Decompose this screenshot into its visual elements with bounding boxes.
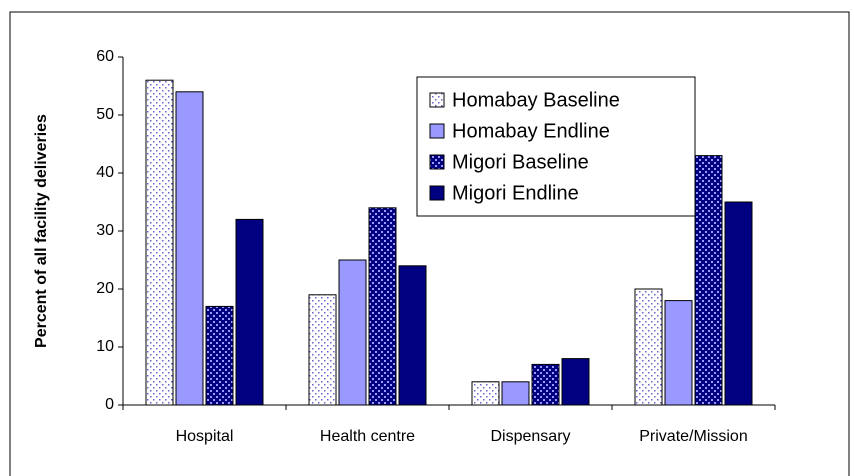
bar [145, 79, 174, 406]
x-tick-label: Health centre [320, 428, 415, 445]
y-tick-label: 60 [96, 48, 114, 65]
bar [724, 201, 753, 406]
legend-label: Homabay Baseline [452, 89, 620, 111]
y-tick-label: 50 [96, 106, 114, 123]
y-tick-label: 0 [105, 396, 114, 413]
legend-box [416, 76, 696, 217]
y-tick-label: 10 [96, 338, 114, 355]
legend-swatch [429, 185, 445, 201]
legend-label: Migori Endline [452, 182, 579, 204]
y-tick-label: 20 [96, 280, 114, 297]
bar [398, 265, 427, 406]
x-tick-label: Dispensary [490, 428, 570, 445]
bar [471, 381, 500, 406]
y-axis-label: Percent of all facility deliveries [33, 114, 50, 348]
legend-swatch [429, 154, 445, 170]
bar [235, 218, 264, 406]
bar [368, 207, 397, 406]
y-tick-label: 40 [96, 164, 114, 181]
bar [694, 155, 723, 406]
legend-label: Migori Baseline [452, 151, 589, 173]
legend: Homabay Baseline Homabay Endline Migori Ba… [416, 76, 696, 217]
y-tick-label: 30 [96, 222, 114, 239]
x-tick-label: Private/Mission [639, 428, 747, 445]
legend-swatch [429, 123, 445, 139]
bar [175, 91, 204, 406]
bar [634, 288, 663, 406]
bar [531, 363, 560, 406]
bar [308, 294, 337, 406]
x-tick-label: Hospital [176, 428, 234, 445]
bar [664, 300, 693, 406]
bar [338, 259, 367, 406]
legend-swatch [429, 92, 445, 108]
bar [561, 358, 590, 406]
bar [501, 381, 530, 406]
legend-label: Homabay Endline [452, 120, 610, 142]
bar [205, 305, 234, 406]
